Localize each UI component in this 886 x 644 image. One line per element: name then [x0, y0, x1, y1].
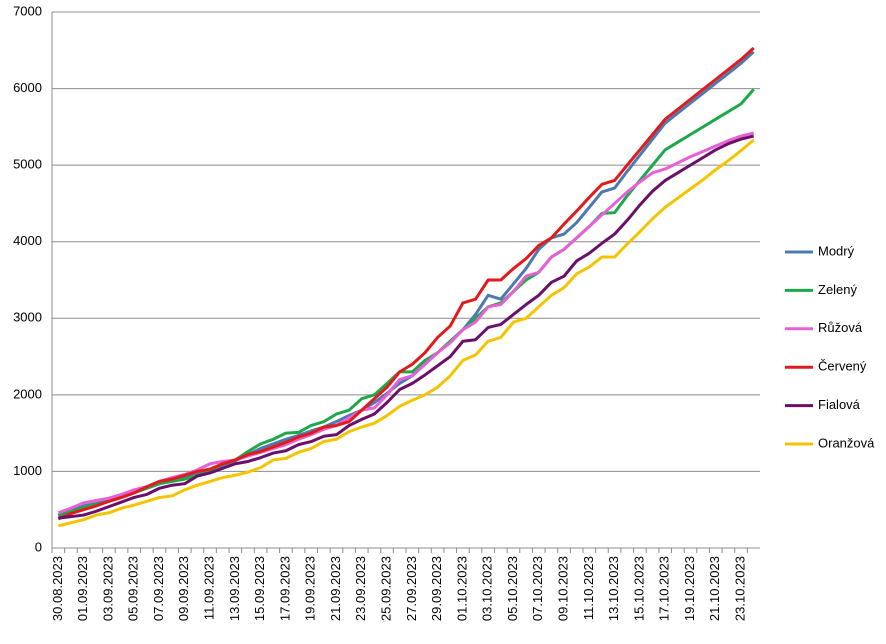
x-tick-label: 07.09.2023: [151, 556, 166, 621]
x-tick-label: 11.10.2023: [581, 556, 596, 620]
series-line: [57, 46, 755, 521]
x-tick-label: 17.09.2023: [277, 556, 292, 621]
y-tick-label: 4000: [13, 233, 42, 248]
x-tick-label: 13.09.2023: [227, 556, 242, 621]
y-tick-label: 5000: [13, 157, 42, 172]
legend-label: Fialová: [818, 397, 861, 412]
legend-label: Červený: [818, 359, 867, 374]
x-tick-label: 15.10.2023: [631, 556, 646, 621]
x-tick-label: 01.09.2023: [75, 556, 90, 621]
x-tick-label: 01.10.2023: [454, 556, 469, 621]
series-line: [57, 88, 755, 517]
x-tick-label: 19.10.2023: [682, 556, 697, 621]
x-tick-label: 13.10.2023: [606, 556, 621, 621]
y-tick-label: 2000: [13, 386, 42, 401]
x-tick-label: 15.09.2023: [252, 556, 267, 621]
x-tick-label: 27.09.2023: [404, 556, 419, 621]
x-tick-label: 03.09.2023: [100, 556, 115, 621]
series-line: [57, 138, 755, 528]
x-tick-label: 03.10.2023: [480, 556, 495, 621]
x-tick-label: 11.09.2023: [201, 556, 216, 620]
x-tick-label: 29.09.2023: [429, 556, 444, 621]
x-tick-label: 19.09.2023: [303, 556, 318, 621]
series-line: [58, 134, 755, 520]
x-tick-label: 05.09.2023: [126, 556, 141, 621]
series-line: [57, 50, 755, 518]
x-tick-label: 25.09.2023: [378, 556, 393, 621]
y-tick-label: 1000: [13, 463, 42, 478]
series-line: [57, 131, 755, 515]
x-tick-label: 07.10.2023: [530, 556, 545, 621]
x-tick-label: 30.08.2023: [50, 556, 65, 621]
legend-label: Modrý: [818, 243, 855, 258]
x-tick-label: 21.09.2023: [328, 556, 343, 621]
x-tick-label: 23.10.2023: [732, 556, 747, 621]
x-tick-label: 09.09.2023: [176, 556, 191, 621]
x-tick-label: 17.10.2023: [657, 556, 672, 621]
x-tick-label: 05.10.2023: [505, 556, 520, 621]
y-tick-label: 7000: [13, 3, 42, 18]
y-tick-label: 3000: [13, 310, 42, 325]
legend-label: Růžová: [818, 320, 863, 335]
x-tick-label: 09.10.2023: [555, 556, 570, 621]
legend-label: Zelený: [818, 282, 858, 297]
x-tick-label: 23.09.2023: [353, 556, 368, 621]
x-tick-label: 21.10.2023: [707, 556, 722, 621]
legend-label: Oranžová: [818, 435, 875, 450]
y-tick-label: 6000: [13, 80, 42, 95]
y-tick-label: 0: [35, 539, 42, 554]
